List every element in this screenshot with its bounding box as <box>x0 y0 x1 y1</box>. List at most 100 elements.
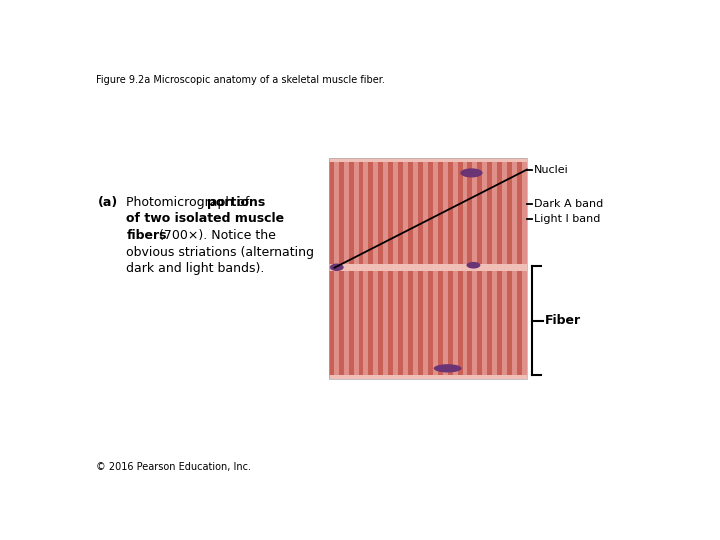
Bar <box>413 158 418 264</box>
Bar <box>517 271 522 379</box>
Bar <box>383 158 388 264</box>
Bar <box>359 158 364 264</box>
Text: of two isolated muscle: of two isolated muscle <box>126 212 284 225</box>
Bar <box>348 158 354 264</box>
Text: Dark A band: Dark A band <box>534 199 603 209</box>
Bar <box>448 158 453 264</box>
Ellipse shape <box>433 364 462 373</box>
Text: fibers: fibers <box>126 229 167 242</box>
Bar <box>403 271 408 379</box>
Bar <box>507 271 512 379</box>
Bar <box>329 271 334 379</box>
Bar <box>458 271 462 379</box>
Bar <box>418 271 423 379</box>
Bar <box>348 271 354 379</box>
Ellipse shape <box>460 168 482 178</box>
Bar <box>487 271 492 379</box>
Text: dark and light bands).: dark and light bands). <box>126 262 265 275</box>
Bar <box>453 271 458 379</box>
Bar <box>334 271 338 379</box>
Bar <box>343 271 348 379</box>
Bar <box>512 271 517 379</box>
Bar <box>453 158 458 264</box>
Bar <box>477 271 482 379</box>
Bar <box>393 271 398 379</box>
Ellipse shape <box>330 264 343 271</box>
Bar <box>393 158 398 264</box>
Bar <box>482 158 487 264</box>
Bar <box>498 271 502 379</box>
Bar <box>502 158 507 264</box>
Bar <box>438 271 443 379</box>
Bar <box>329 158 527 162</box>
Bar <box>443 271 448 379</box>
Bar <box>512 158 517 264</box>
Bar <box>433 158 438 264</box>
Text: Fiber: Fiber <box>545 314 582 327</box>
Bar <box>472 271 477 379</box>
Bar <box>329 158 334 264</box>
Bar <box>343 158 348 264</box>
Bar <box>448 271 453 379</box>
Bar <box>467 271 472 379</box>
Bar <box>423 271 428 379</box>
Bar <box>354 158 359 264</box>
Bar <box>383 271 388 379</box>
Text: (a): (a) <box>99 196 119 209</box>
Bar <box>359 271 364 379</box>
Bar <box>413 271 418 379</box>
Bar <box>354 271 359 379</box>
Bar <box>522 158 527 264</box>
Bar <box>467 158 472 264</box>
Text: Photomicrograph of: Photomicrograph of <box>126 196 253 209</box>
Bar <box>423 158 428 264</box>
Bar <box>334 158 338 264</box>
Bar <box>462 158 467 264</box>
Bar <box>364 271 369 379</box>
Bar <box>487 158 492 264</box>
Bar <box>374 271 378 379</box>
Bar <box>338 158 343 264</box>
Bar <box>438 158 443 264</box>
Bar <box>433 271 438 379</box>
Bar <box>378 271 383 379</box>
Bar <box>369 158 374 264</box>
Text: obvious striations (alternating: obvious striations (alternating <box>126 246 314 259</box>
Bar <box>498 158 502 264</box>
Text: Nuclei: Nuclei <box>534 165 569 174</box>
Bar <box>374 158 378 264</box>
Bar <box>369 271 374 379</box>
Bar <box>364 158 369 264</box>
Bar <box>492 158 498 264</box>
Bar <box>338 271 343 379</box>
Bar <box>388 271 393 379</box>
Bar <box>403 158 408 264</box>
Bar <box>398 158 403 264</box>
Ellipse shape <box>467 262 480 268</box>
Bar <box>458 158 462 264</box>
Bar <box>443 158 448 264</box>
Bar <box>482 271 487 379</box>
Text: (700×). Notice the: (700×). Notice the <box>156 229 276 242</box>
Bar <box>492 271 498 379</box>
Bar <box>418 158 423 264</box>
Bar <box>462 271 467 379</box>
Bar <box>428 271 433 379</box>
Bar <box>507 158 512 264</box>
Bar <box>428 158 433 264</box>
Bar <box>329 264 527 271</box>
Bar <box>398 271 403 379</box>
Bar <box>378 158 383 264</box>
Bar <box>477 158 482 264</box>
Text: Light I band: Light I band <box>534 214 600 225</box>
Text: © 2016 Pearson Education, Inc.: © 2016 Pearson Education, Inc. <box>96 462 251 472</box>
Text: Figure 9.2a Microscopic anatomy of a skeletal muscle fiber.: Figure 9.2a Microscopic anatomy of a ske… <box>96 75 384 85</box>
Bar <box>408 271 413 379</box>
Bar <box>502 271 507 379</box>
Bar <box>388 158 393 264</box>
Bar <box>408 158 413 264</box>
Bar <box>517 158 522 264</box>
Bar <box>329 375 527 379</box>
Text: portions: portions <box>207 196 266 209</box>
Bar <box>472 158 477 264</box>
